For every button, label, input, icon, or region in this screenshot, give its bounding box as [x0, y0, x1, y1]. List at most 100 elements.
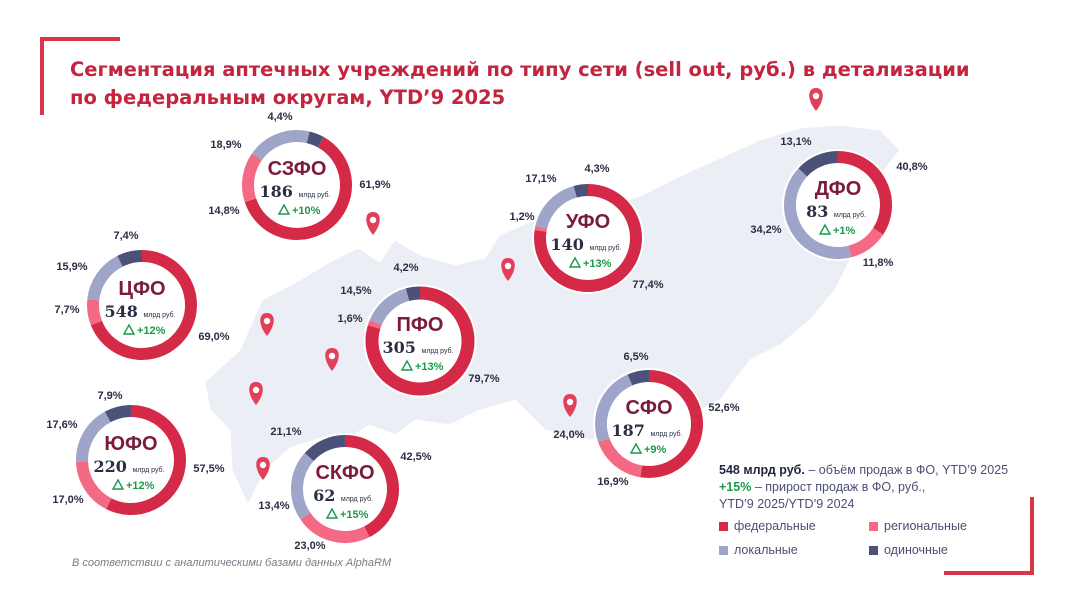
donut-slice-ufo-single — [573, 184, 589, 198]
growth-triangle-icon — [122, 323, 136, 335]
map-pin-icon — [256, 457, 270, 480]
pct-label-skfo-regional: 23,0% — [294, 540, 325, 552]
map-pin-hole — [263, 317, 271, 325]
map-pin-icon — [563, 394, 577, 417]
donut-slice-szfo-federal — [244, 136, 352, 240]
growth-triangle-icon — [818, 223, 832, 235]
donut-slice-sfo-federal — [640, 370, 703, 478]
donut-slice-sfo-regional — [598, 437, 643, 478]
donut-backdrop — [74, 403, 188, 517]
district-value-cfo: 548 млрд руб. — [105, 302, 176, 321]
district-growth-dfo: +1% — [833, 225, 856, 237]
pct-label-cfo-regional: 7,7% — [54, 304, 79, 316]
map-pin-hole — [252, 386, 260, 394]
donut-backdrop — [240, 128, 354, 242]
district-name-sfo: СФО — [625, 397, 672, 419]
donut-yufo: ЮФО 220 млрд руб. +12% 57,5% 17,0% 17,6% 7,9% — [46, 390, 225, 517]
pct-label-sfo-federal: 52,6% — [708, 402, 739, 414]
map-pin-shape — [501, 258, 515, 281]
donut-slice-yufo-single — [104, 405, 132, 423]
pct-label-yufo-single: 7,9% — [97, 390, 122, 402]
map-pin-shape — [249, 382, 263, 405]
donut-slice-dfo-federal — [837, 151, 892, 235]
summary-growth-line: +15% – прирост продаж в ФО, руб., — [719, 479, 1039, 496]
summary-total-unit: млрд руб. — [743, 463, 805, 477]
location-pins — [249, 88, 823, 480]
growth-triangle-icon — [325, 507, 339, 519]
map-pin-shape — [260, 313, 274, 336]
pct-label-cfo-local: 15,9% — [56, 261, 87, 273]
district-growth-sfo: +9% — [644, 444, 667, 456]
growth-triangle-icon — [277, 203, 291, 215]
growth-triangle-icon — [400, 359, 414, 371]
summary-growth-text: – прирост продаж в ФО, руб., — [754, 480, 926, 494]
legend-swatch-federal — [719, 521, 728, 531]
summary-block: 548 млрд руб. – объём продаж в ФО, YTD’9… — [719, 462, 1039, 513]
summary-total-value: 548 — [719, 463, 740, 477]
pct-label-pfo-local: 14,5% — [340, 285, 371, 297]
corner-bracket-top-left — [40, 37, 120, 115]
district-value-pfo: 305 млрд руб. — [383, 338, 454, 357]
pct-label-dfo-federal: 34,2% — [750, 224, 781, 236]
pct-label-dfo-regional: 11,8% — [863, 257, 894, 269]
legend-item-regional: региональные — [869, 519, 967, 533]
district-value-sfo: 187 млрд руб. — [612, 421, 683, 440]
legend-swatch-regional — [869, 521, 878, 531]
donut-slice-ufo-regional — [534, 225, 548, 232]
donut-sfo: СФО 187 млрд руб. +9% 52,6% 16,9% 24,0% 6,5% — [553, 351, 739, 488]
district-growth-cfo: +12% — [137, 325, 166, 337]
district-value-skfo: 62 млрд руб. — [313, 486, 373, 505]
map-pin-icon — [260, 313, 274, 336]
pct-label-szfo-federal: 61,9% — [359, 179, 390, 191]
pct-label-dfo-local: 40,8% — [896, 161, 927, 173]
legend-label-local: локальные — [734, 543, 798, 557]
district-value-dfo: 83 млрд руб. — [806, 202, 866, 221]
map-pin-hole — [369, 216, 377, 224]
district-name-dfo: ДФО — [815, 178, 862, 200]
donut-slice-yufo-local — [76, 411, 111, 462]
district-value-ufo: 140 млрд руб. — [551, 235, 622, 254]
district-value-yufo: 220 млрд руб. — [94, 457, 165, 476]
district-name-szfo: СЗФО — [268, 158, 327, 180]
pct-label-yufo-regional: 17,0% — [52, 494, 83, 506]
donut-slice-ufo-local — [535, 185, 578, 229]
donut-slice-pfo-single — [405, 286, 421, 301]
donut-slice-szfo-single — [306, 131, 324, 148]
district-name-pfo: ПФО — [396, 314, 443, 336]
donut-dfo: ДФО 83 млрд руб. +1% 34,2% 11,8% 40,8% 13,1% — [750, 136, 927, 269]
legend-item-local: локальные — [719, 543, 798, 557]
pct-label-ufo-federal: 77,4% — [632, 279, 663, 291]
growth-triangle-icon — [111, 478, 125, 490]
pct-label-pfo-single: 4,2% — [393, 262, 418, 274]
donut-backdrop — [363, 284, 477, 398]
growth-triangle-icon — [568, 256, 582, 268]
map-pin-hole — [504, 262, 512, 270]
district-value-szfo: 186 млрд руб. — [260, 182, 331, 201]
donut-slice-pfo-regional — [367, 319, 382, 329]
donut-backdrop — [289, 433, 401, 545]
map-pin-shape — [366, 212, 380, 235]
donut-slice-ufo-federal — [534, 184, 642, 292]
map-pin-hole — [566, 398, 574, 406]
donut-slice-yufo-federal — [106, 405, 186, 515]
donut-backdrop — [85, 248, 199, 362]
pct-label-skfo-local: 21,1% — [270, 426, 301, 438]
district-growth-skfo: +15% — [340, 509, 369, 521]
map-pin-shape — [809, 88, 823, 111]
donut-slice-szfo-local — [252, 130, 310, 161]
district-growth-yufo: +12% — [126, 480, 155, 492]
donut-slice-cfo-single — [117, 250, 143, 267]
pct-label-pfo-federal: 79,7% — [468, 373, 499, 385]
pct-label-szfo-regional: 14,8% — [208, 205, 239, 217]
district-name-cfo: ЦФО — [118, 278, 165, 300]
pct-label-cfo-single: 7,4% — [113, 230, 138, 242]
map-pin-shape — [256, 457, 270, 480]
donut-skfo: СКФО 62 млрд руб. +15% 42,5% 23,0% 21,1% 13,4% — [258, 426, 431, 552]
donut-pfo: ПФО 305 млрд руб. +13% 79,7% 1,6% 14,5% 4,2% — [337, 262, 500, 398]
legend-item-single: одиночные — [869, 543, 948, 557]
source-footnote: В соответствии с аналитическими базами д… — [72, 557, 392, 569]
corner-bracket-bottom-right — [944, 497, 1034, 575]
donut-slice-dfo-regional — [848, 227, 884, 258]
pct-label-skfo-federal: 42,5% — [400, 451, 431, 463]
